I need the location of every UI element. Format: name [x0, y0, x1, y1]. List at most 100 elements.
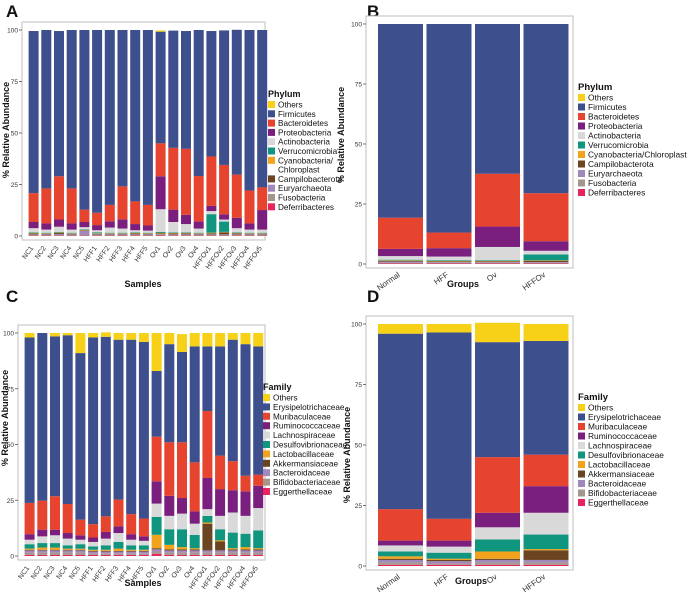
bar-segment	[24, 333, 35, 338]
bar-segment	[244, 30, 255, 191]
bar-segment	[37, 543, 48, 548]
legend-label: Bacteroidaceae	[273, 469, 330, 478]
y-tick-label: 50	[11, 131, 19, 138]
bar-segment	[117, 30, 128, 187]
bar-segment	[37, 500, 48, 530]
bar-segment	[177, 513, 187, 530]
bar-segment	[100, 336, 111, 517]
bar-segment	[227, 339, 238, 462]
bar-segment	[426, 256, 472, 261]
bar-segment	[257, 234, 268, 236]
bar-segment	[253, 333, 264, 347]
legend-swatch	[578, 432, 585, 440]
bar-segment	[92, 225, 103, 231]
legend-swatch	[268, 147, 275, 155]
bar-segment	[126, 551, 137, 554]
legend-title: Phylum	[268, 89, 301, 99]
bar-segment	[215, 333, 226, 347]
bar-segment	[88, 541, 99, 547]
bar-segment	[79, 30, 90, 210]
bar-segment	[24, 534, 35, 540]
y-tick-label: 25	[355, 202, 363, 209]
legend-swatch	[268, 128, 275, 136]
bar-segment	[227, 554, 238, 556]
bar-segment	[142, 233, 153, 235]
bar-segment	[37, 549, 48, 551]
bar-segment	[50, 549, 60, 551]
bar-segment	[100, 545, 111, 550]
bar-segment	[126, 514, 137, 535]
legend-swatch	[268, 138, 275, 146]
legend-swatch	[268, 110, 275, 118]
bar-segment	[104, 232, 115, 234]
bar-segment	[62, 335, 73, 505]
bar-segment	[151, 534, 162, 549]
bar-segment	[54, 232, 64, 234]
bar-segment	[126, 339, 137, 515]
legend-swatch	[578, 151, 585, 158]
bar-segment	[378, 558, 423, 560]
bar-segment	[155, 234, 166, 236]
bar-segment	[138, 549, 149, 551]
y-tick-label: 50	[355, 142, 363, 149]
bar-segment	[113, 339, 124, 500]
bar-segment	[50, 535, 60, 544]
legend-swatch	[268, 175, 275, 183]
bar-segment	[523, 262, 569, 263]
category-label: Ov	[485, 270, 499, 283]
bar-segment	[378, 24, 423, 218]
legend-label: Lactobacillaceae	[273, 450, 334, 459]
bar-segment	[151, 516, 162, 535]
bar-segment	[523, 486, 569, 513]
bar-segment	[62, 545, 73, 549]
bar-segment	[28, 234, 39, 236]
bar-segment	[523, 250, 569, 255]
bar-segment	[177, 547, 187, 550]
bar-segment	[215, 455, 226, 490]
bar-segment	[100, 516, 111, 532]
legend-label: Firmicutes	[588, 102, 627, 112]
bar-segment	[50, 554, 60, 556]
bar-segment	[426, 546, 472, 553]
bar-segment	[37, 547, 48, 550]
bar-segment	[54, 234, 64, 236]
y-tick-label: 0	[358, 564, 362, 571]
bar-segment	[168, 209, 179, 222]
bar-segment	[219, 214, 230, 220]
bar-segment	[164, 554, 175, 556]
bar-segment	[62, 538, 73, 546]
bar-segment	[113, 550, 124, 552]
legend-label: Lactobacillaceae	[588, 460, 651, 470]
bar-segment	[475, 342, 520, 458]
bar-segment	[79, 229, 90, 230]
bar-segment	[193, 176, 204, 222]
bar-segment	[244, 190, 255, 224]
legend-label: Ruminococcaceae	[588, 431, 657, 441]
legend-swatch	[578, 442, 585, 449]
legend-label: Proteobacteria	[278, 128, 332, 137]
bar-segment	[100, 538, 111, 546]
bar-segment	[126, 333, 137, 340]
bar-segment	[138, 518, 149, 537]
legend-label: Others	[273, 394, 298, 403]
category-label: HFF5	[134, 245, 150, 263]
bar-segment	[181, 224, 191, 233]
legend-swatch	[263, 441, 270, 448]
bar-segment	[189, 548, 200, 550]
bar-segment	[244, 232, 255, 234]
bar-segment	[100, 549, 111, 551]
legend-label: Actinobacteria	[588, 131, 641, 141]
category-label: NC4	[60, 245, 74, 261]
bar-segment	[193, 232, 204, 234]
legend-swatch	[263, 469, 270, 477]
bar-segment	[164, 344, 175, 443]
legend-swatch	[578, 160, 585, 168]
panel-letter: D	[367, 287, 379, 306]
bar-segment	[54, 176, 64, 220]
bar-segment	[37, 529, 48, 537]
bar-segment	[113, 333, 124, 340]
legend-label: Euryarchaeota	[588, 169, 643, 179]
legend-swatch	[268, 101, 275, 108]
category-label: NC3	[43, 565, 57, 581]
